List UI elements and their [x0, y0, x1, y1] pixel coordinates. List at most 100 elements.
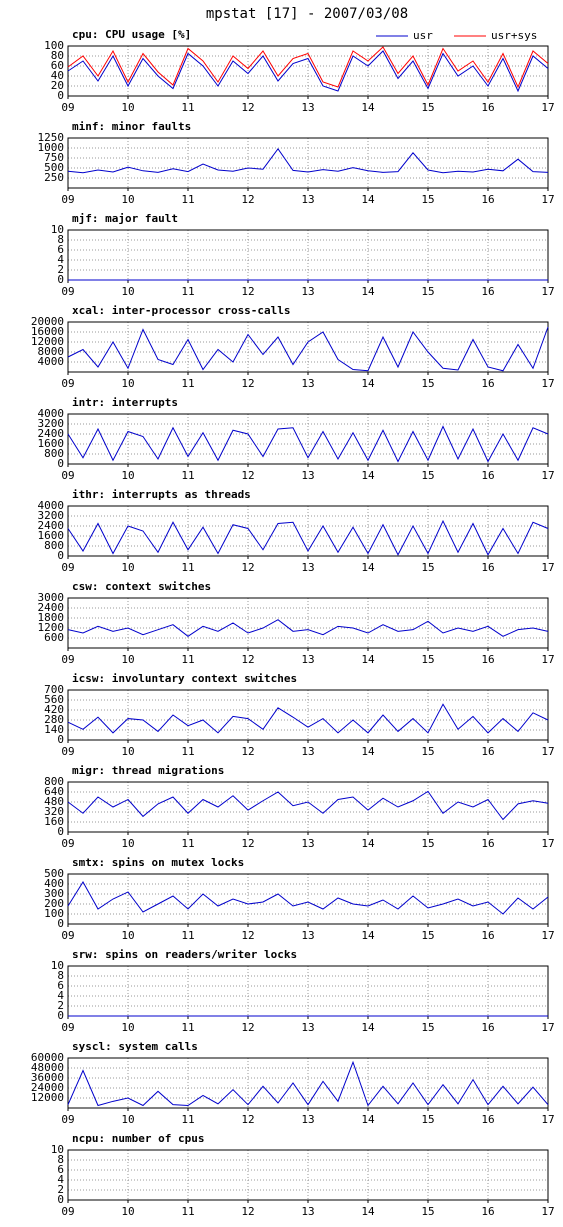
x-tick-label: 15 [421, 837, 434, 850]
y-tick-label: 10 [51, 959, 64, 972]
x-tick-label: 17 [541, 561, 554, 574]
x-tick-label: 12 [241, 193, 254, 206]
x-tick-label: 13 [301, 653, 314, 666]
y-tick-label: 1800 [38, 611, 65, 624]
y-tick-label: 80 [51, 49, 64, 62]
y-tick-label: 600 [44, 631, 64, 644]
x-tick-label: 15 [421, 929, 434, 942]
x-tick-label: 12 [241, 1021, 254, 1034]
y-tick-label: 250 [44, 171, 64, 184]
y-tick-label: 4 [57, 989, 64, 1002]
y-tick-label: 0 [57, 825, 64, 838]
x-tick-label: 11 [181, 193, 194, 206]
x-tick-label: 15 [421, 101, 434, 114]
series-line [67, 790, 549, 821]
y-tick-label: 4000 [38, 355, 65, 368]
y-tick-label: 20000 [31, 315, 64, 328]
y-tick-label: 500 [44, 161, 64, 174]
x-tick-label: 09 [61, 653, 74, 666]
y-tick-label: 480 [44, 795, 64, 808]
legend-label: usr [413, 29, 433, 42]
plot-frame [67, 781, 549, 833]
legend-label: usr+sys [491, 29, 537, 42]
y-tick-label: 4000 [38, 407, 65, 420]
y-tick-label: 1000 [38, 141, 65, 154]
x-tick-label: 11 [181, 1113, 194, 1126]
y-tick-label: 1250 [38, 131, 65, 144]
x-tick-label: 15 [421, 653, 434, 666]
x-tick-label: 10 [121, 101, 134, 114]
x-tick-label: 09 [61, 469, 74, 482]
x-tick-label: 09 [61, 929, 74, 942]
x-tick-label: 16 [481, 561, 494, 574]
y-tick-label: 640 [44, 785, 64, 798]
y-tick-label: 0 [57, 273, 64, 286]
x-tick-label: 11 [181, 653, 194, 666]
plot-frame [67, 505, 549, 557]
x-tick-label: 15 [421, 1205, 434, 1218]
chart-title: icsw: involuntary context switches [72, 672, 297, 685]
chart-title: cpu: CPU usage [%] [72, 28, 191, 41]
chart-title: minf: minor faults [72, 120, 191, 133]
x-tick-label: 15 [421, 469, 434, 482]
x-tick-label: 16 [481, 193, 494, 206]
x-tick-label: 14 [361, 929, 375, 942]
chart-title: migr: thread migrations [72, 764, 224, 777]
plot-frame [67, 321, 549, 373]
y-tick-label: 300 [44, 887, 64, 900]
x-tick-label: 14 [361, 745, 375, 758]
y-tick-label: 3000 [38, 591, 65, 604]
x-tick-label: 16 [481, 469, 494, 482]
x-tick-label: 09 [61, 837, 74, 850]
chart-title: ncpu: number of cpus [72, 1132, 204, 1145]
plot-frame [67, 413, 549, 465]
chart-title: xcal: inter-processor cross-calls [72, 304, 291, 317]
x-tick-label: 13 [301, 1113, 314, 1126]
y-tick-label: 0 [57, 1193, 64, 1206]
x-tick-label: 11 [181, 377, 194, 390]
x-tick-label: 09 [61, 101, 74, 114]
x-tick-label: 17 [541, 837, 554, 850]
x-tick-label: 14 [361, 377, 375, 390]
x-tick-label: 12 [241, 561, 254, 574]
y-tick-label: 800 [44, 539, 64, 552]
y-tick-label: 0 [57, 1009, 64, 1022]
y-tick-label: 2400 [38, 427, 65, 440]
x-tick-label: 13 [301, 561, 314, 574]
x-tick-label: 09 [61, 561, 74, 574]
x-tick-label: 17 [541, 745, 554, 758]
y-tick-label: 100 [44, 907, 64, 920]
x-tick-label: 13 [301, 837, 314, 850]
x-tick-label: 15 [421, 1021, 434, 1034]
x-tick-label: 16 [481, 653, 494, 666]
y-tick-label: 280 [44, 713, 64, 726]
y-tick-label: 500 [44, 867, 64, 880]
x-tick-label: 10 [121, 837, 134, 850]
x-tick-label: 10 [121, 285, 134, 298]
y-tick-label: 60000 [31, 1051, 64, 1064]
x-tick-label: 15 [421, 561, 434, 574]
y-tick-label: 0 [57, 917, 64, 930]
y-tick-label: 0 [57, 89, 64, 102]
x-tick-label: 13 [301, 377, 314, 390]
x-tick-label: 14 [361, 837, 375, 850]
x-tick-label: 12 [241, 929, 254, 942]
y-tick-label: 2400 [38, 519, 65, 532]
y-tick-label: 4 [57, 1173, 64, 1186]
x-tick-label: 15 [421, 377, 434, 390]
x-tick-label: 12 [241, 101, 254, 114]
chart-title: ithr: interrupts as threads [72, 488, 251, 501]
x-tick-label: 16 [481, 745, 494, 758]
plot-frame [67, 873, 549, 925]
x-tick-label: 14 [361, 101, 375, 114]
y-tick-label: 10 [51, 223, 64, 236]
x-tick-label: 10 [121, 1021, 134, 1034]
y-tick-label: 6 [57, 1163, 64, 1176]
x-tick-label: 13 [301, 469, 314, 482]
x-tick-label: 14 [361, 561, 375, 574]
series-line [67, 147, 549, 174]
x-tick-label: 14 [361, 653, 375, 666]
x-tick-label: 10 [121, 1113, 134, 1126]
y-tick-label: 3200 [38, 417, 65, 430]
